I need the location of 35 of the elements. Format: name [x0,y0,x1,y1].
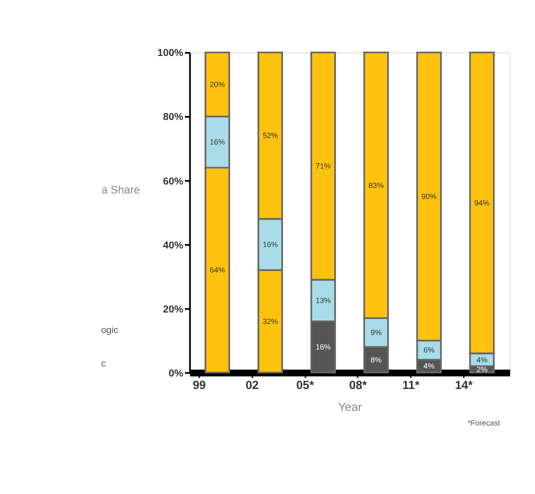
data-label: 64% [210,266,226,275]
data-label: 6% [424,346,435,355]
x-tick-label: 11* [402,378,420,392]
data-label: 16% [210,138,226,147]
y-tick-label: 40% [163,240,184,252]
x-axis-title: Year [338,400,362,414]
data-label: 52% [262,131,278,140]
x-tick-label: 08* [349,378,368,392]
y-tick-label: 20% [163,304,184,316]
text: c [101,358,106,369]
data-label: 4% [476,355,488,364]
data-label: 13% [316,296,332,306]
x-tick-label: 14* [454,378,474,392]
data-label: 2% [476,364,488,374]
y-tick-label: 0% [168,368,184,380]
data-label: 8% [370,355,382,364]
data-label: 32% [262,316,278,326]
data-label: 20% [210,80,226,89]
data-label: 90% [421,192,437,202]
data-label: 9% [370,328,382,338]
data-label: 71% [316,162,332,171]
x-tick-label: 99 [192,378,206,392]
text: ogic [101,324,118,335]
y-tick-label: 100% [157,48,184,60]
x-tick-label: 02 [246,378,260,392]
x-tick-label: 05* [296,378,314,392]
data-label: 16% [316,342,332,352]
data-label: 16% [262,240,278,250]
y-tick-label: 60% [163,176,184,188]
y-tick-label: 80% [163,112,184,124]
y-axis-title: a Share [102,184,140,197]
data-label: 83% [368,180,384,190]
data-label: 94% [474,198,490,208]
data-label: 4% [424,362,435,371]
text: *Forecast [468,418,501,428]
